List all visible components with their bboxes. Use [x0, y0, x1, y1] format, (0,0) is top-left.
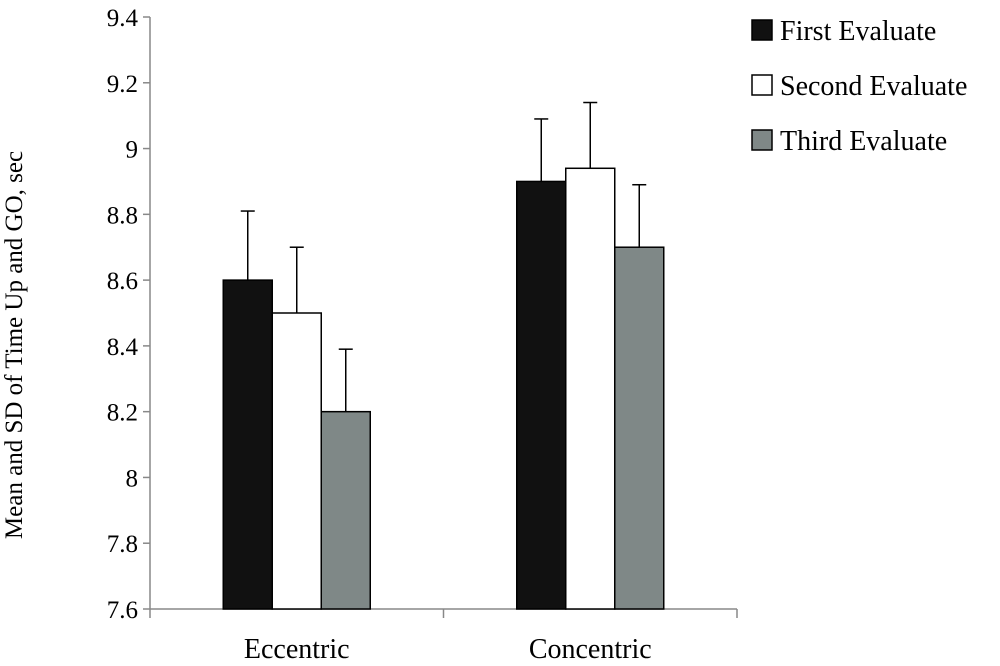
legend-swatch [751, 19, 773, 41]
legend-label: Third Evaluate [780, 126, 947, 157]
y-tick-label: 8 [126, 465, 139, 492]
y-tick-label: 8.6 [107, 268, 138, 295]
bar [320, 410, 371, 610]
y-axis: 7.6 7.8 8 8.2 8.4 8.6 8.8 9 9.2 9.4 [107, 5, 151, 624]
y-tick-label: 7.6 [107, 597, 138, 624]
legend-label: First Evaluate [780, 16, 936, 47]
bar [271, 312, 322, 610]
bar [516, 180, 567, 610]
y-tick-label: 9 [126, 137, 139, 164]
bar [565, 167, 616, 610]
legend-swatch [751, 129, 773, 151]
y-tick-label: 9.2 [107, 71, 138, 98]
y-axis-title: Mean and SD of Time Up and GO, sec [1, 151, 28, 539]
legend: First Evaluate Second Evaluate Third Evalu… [751, 16, 967, 157]
x-category-label: Eccentric [244, 634, 350, 665]
bar [222, 279, 273, 610]
bar [614, 246, 665, 610]
y-tick-label: 8.4 [107, 334, 139, 361]
bars [222, 101, 665, 610]
y-tick-label: 7.8 [107, 531, 138, 558]
y-tick-label: 9.4 [107, 5, 139, 32]
y-tick-label: 8.8 [107, 202, 138, 229]
y-tick-label: 8.2 [107, 400, 138, 427]
legend-swatch [751, 74, 773, 96]
x-axis: Eccentric Concentric [149, 608, 738, 665]
legend-label: Second Evaluate [780, 71, 967, 102]
x-category-label: Concentric [529, 634, 652, 665]
